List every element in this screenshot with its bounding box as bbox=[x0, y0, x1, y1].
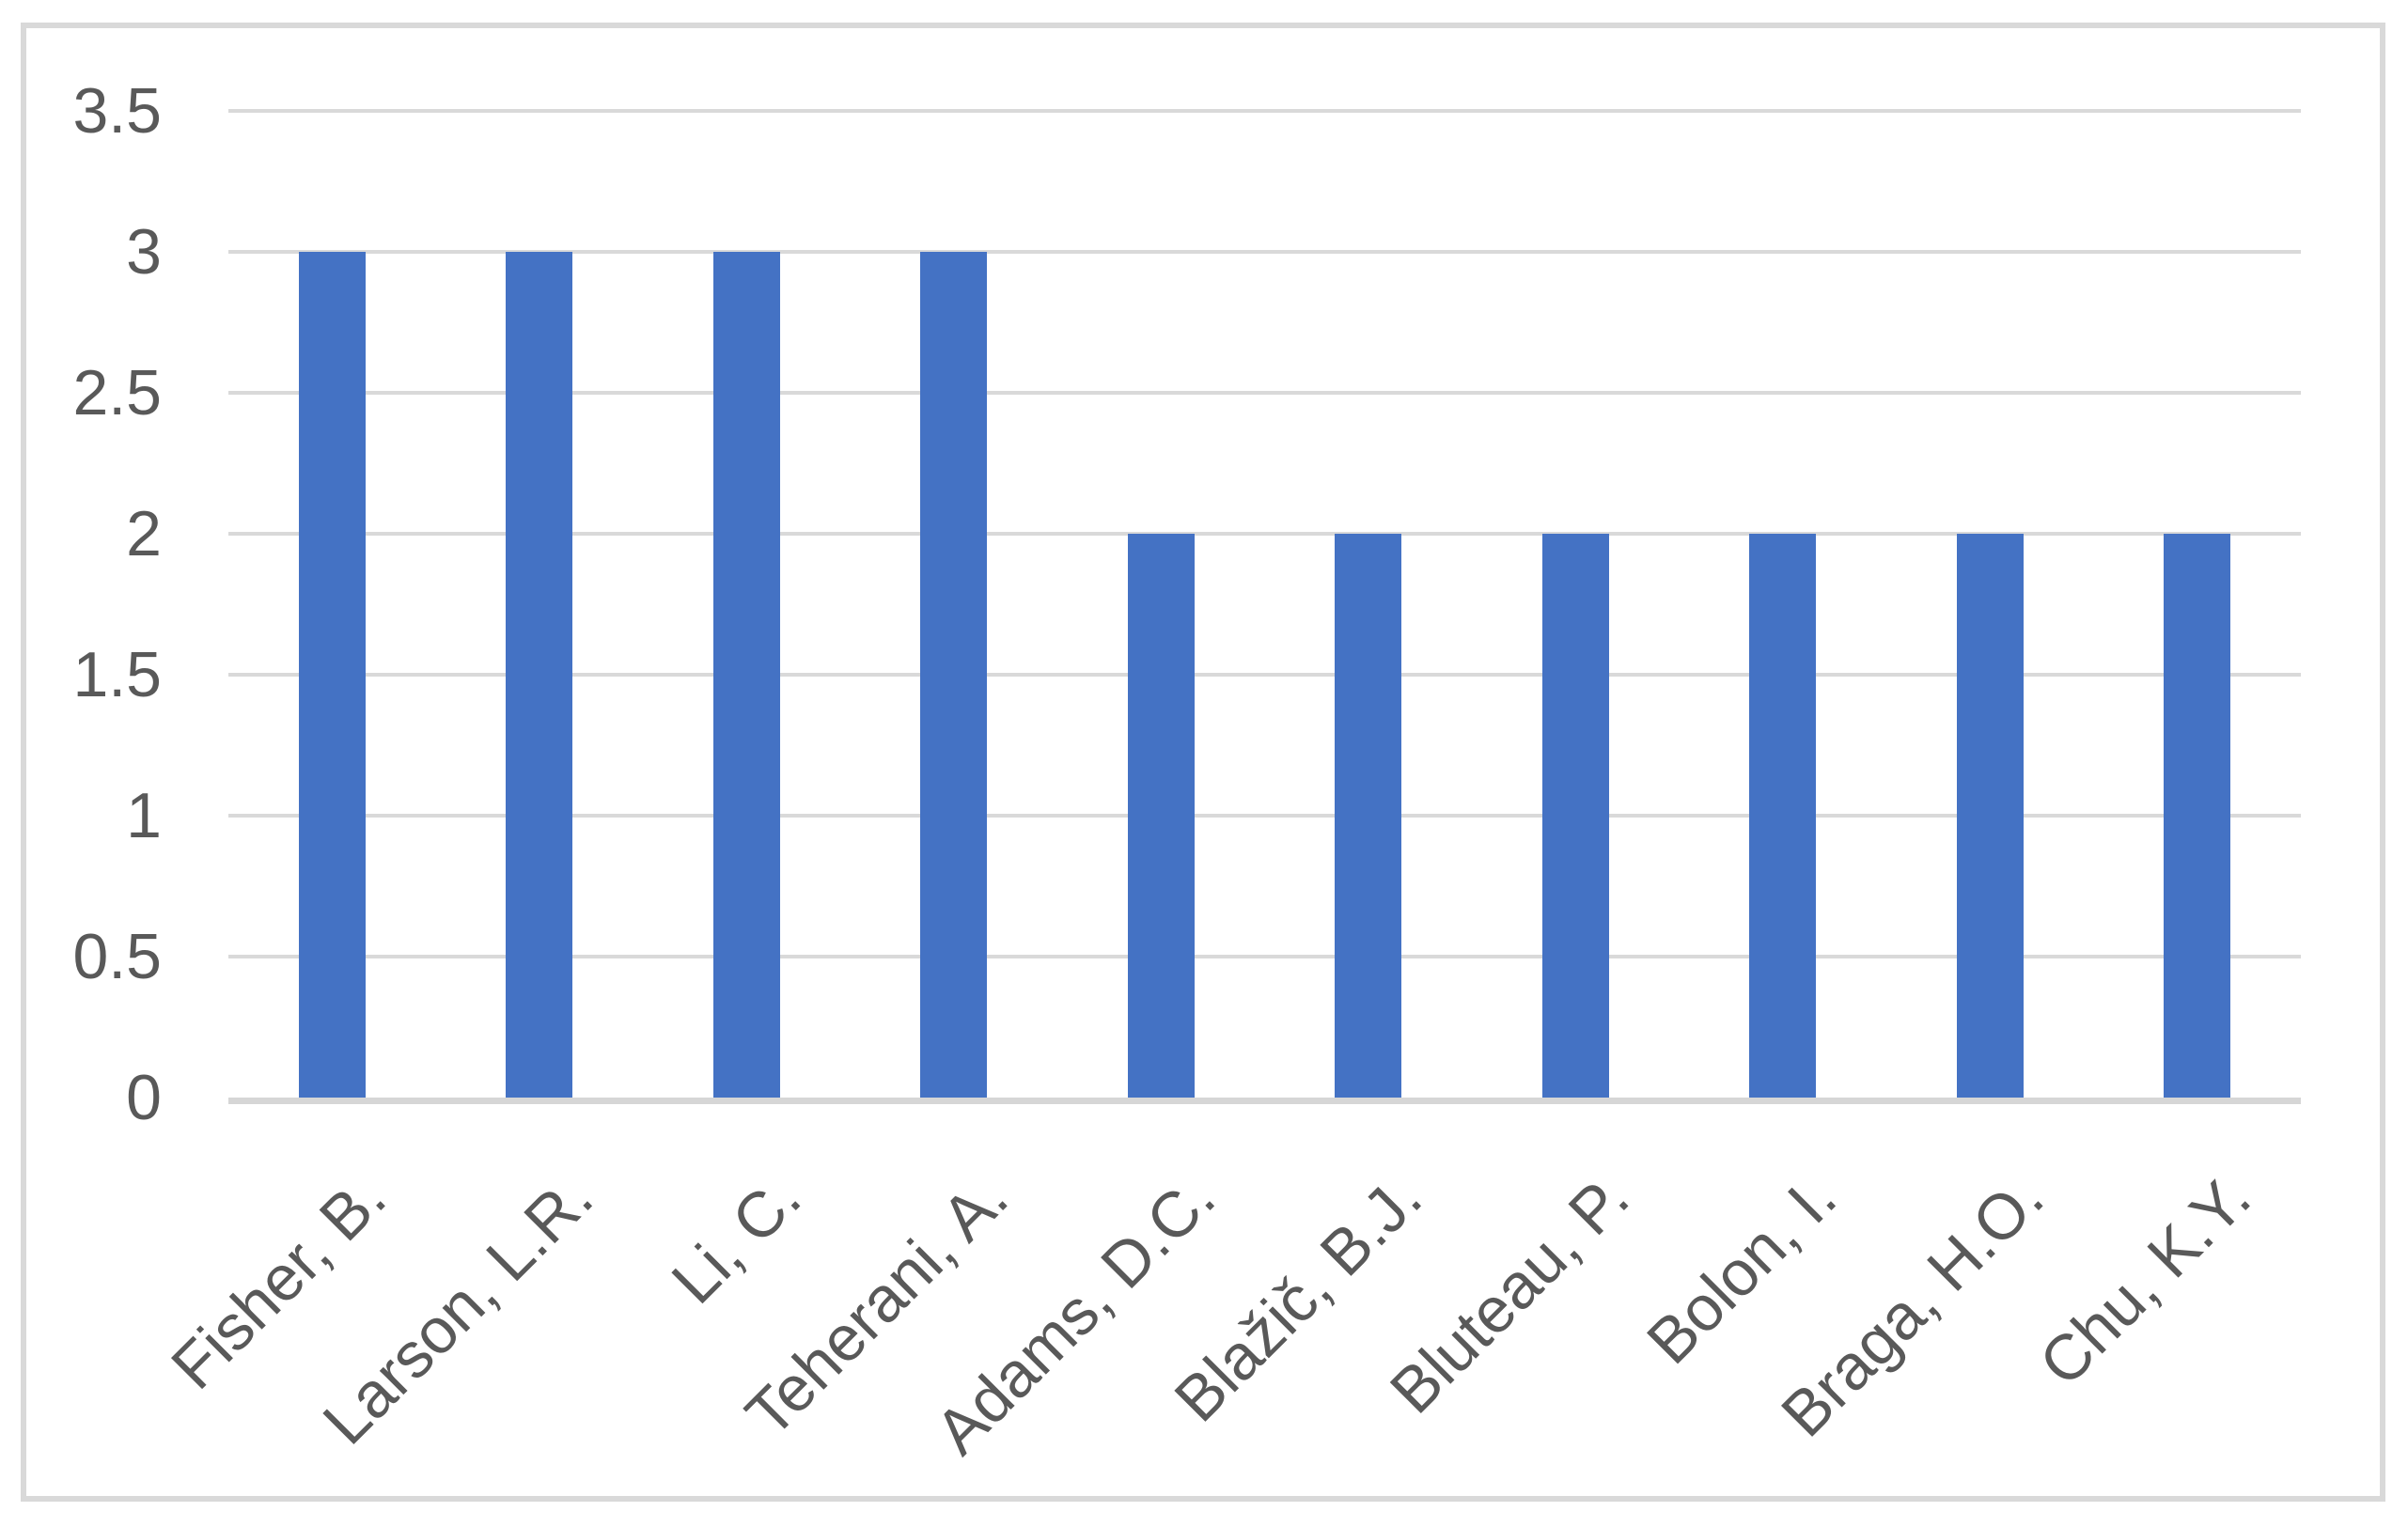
y-tick-label: 2 bbox=[126, 498, 162, 569]
bar-li-c bbox=[712, 252, 780, 1098]
gridline bbox=[228, 250, 2301, 254]
y-tick-label: 3 bbox=[126, 216, 162, 288]
bar-fisher-b bbox=[298, 252, 366, 1098]
chart-frame bbox=[21, 23, 2385, 1502]
bar-teherani-a bbox=[920, 252, 988, 1098]
gridline bbox=[228, 673, 2301, 677]
y-tick-label: 1 bbox=[126, 780, 162, 851]
x-axis-line bbox=[228, 1098, 2301, 1104]
gridline bbox=[228, 955, 2301, 958]
gridline bbox=[228, 391, 2301, 395]
y-tick-label: 0 bbox=[126, 1062, 162, 1133]
bar-bluteau-p bbox=[1541, 534, 1609, 1098]
bar-bolon-i bbox=[1749, 534, 1817, 1098]
bar-chu-k-y bbox=[2164, 534, 2231, 1098]
y-tick-label: 0.5 bbox=[72, 921, 162, 992]
y-tick-label: 2.5 bbox=[72, 357, 162, 428]
gridline bbox=[228, 532, 2301, 536]
bar-bla-i-b-j bbox=[1335, 534, 1402, 1098]
gridline bbox=[228, 814, 2301, 818]
gridline bbox=[228, 109, 2301, 113]
bar-braga-h-o bbox=[1956, 534, 2024, 1098]
bar-larson-l-r bbox=[506, 252, 573, 1098]
bar-adams-d-c bbox=[1127, 534, 1195, 1098]
y-tick-label: 3.5 bbox=[72, 75, 162, 147]
y-tick-label: 1.5 bbox=[72, 639, 162, 710]
